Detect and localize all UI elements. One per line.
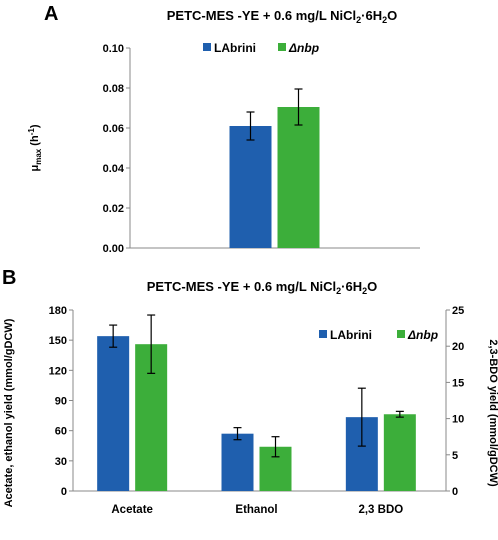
panel-b-error-bar-dnbp-2 — [395, 410, 404, 418]
panel-b-title-tail: O — [367, 279, 377, 294]
panel-a-ylabel-main: μ — [29, 165, 41, 172]
panel-b-error-bar-labrini-1 — [233, 427, 242, 441]
panel-a-ylabel-tail: ) — [29, 124, 41, 128]
panel-a-y-tick-label: 0.06 — [103, 123, 124, 135]
panel-b-category-label: Acetate — [111, 504, 153, 516]
panel-b-bar-dnbp-2 — [383, 414, 416, 491]
panel-a-y-tick-label: 0.02 — [103, 203, 124, 215]
panel-a-title: PETC-MES -YE + 0.6 mg/L NiCl2·6H2O — [167, 8, 398, 25]
panel-a-title-sub2: 2 — [382, 15, 387, 25]
panel-a-legend-swatch-dnbp — [278, 43, 286, 51]
panel-b-error-bar-dnbp-1 — [271, 436, 280, 458]
panel-a: A PETC-MES -YE + 0.6 mg/L NiCl2·6H2O μma… — [27, 3, 420, 255]
panel-b-y-tick-label-left: 60 — [55, 426, 67, 438]
panel-b-y-tick-label-left: 150 — [49, 335, 67, 347]
panel-a-letter: A — [44, 3, 58, 25]
panel-a-y-ticks: 0.00 0.02 0.04 0.06 0.08 0.10 — [103, 43, 130, 255]
panel-b-title-main: PETC-MES -YE + 0.6 mg/L NiCl — [147, 279, 336, 294]
panel-a-legend-swatch-labrini — [203, 43, 211, 51]
panel-b-y-tick-label-left: 30 — [55, 456, 67, 468]
panel-a-error-bar-dnbp — [294, 88, 303, 126]
panel-b-y-tick-label-right: 25 — [452, 305, 464, 317]
panel-b-y-axis-label-right: 2,3-BDO yield (mmol/gDCW) — [487, 339, 498, 487]
panel-a-title-rest: ·6H — [361, 8, 382, 23]
panel-a-y-tick-label: 0.04 — [103, 163, 125, 175]
panel-b-y-axis-label-left: Acetate, ethanol yield (mmol/gDCW) — [3, 318, 15, 507]
panel-b-legend-label-labrini: LAbrini — [330, 328, 372, 342]
panel-a-y-tick-label: 0.08 — [103, 83, 124, 95]
panel-b-y-tick-label-left: 120 — [49, 365, 67, 377]
panel-a-ylabel-rest: (h — [29, 135, 41, 149]
panel-a-error-bar-labrini — [246, 111, 255, 141]
panel-b-legend-swatch-labrini — [319, 330, 327, 338]
panel-b-bar-labrini-1 — [221, 433, 254, 491]
panel-b-y-tick-label-right: 5 — [452, 450, 458, 462]
panel-a-y-tick-label: 0.00 — [103, 243, 124, 255]
panel-a-legend-label-dnbp: Δnbp — [288, 41, 319, 55]
panel-b-category-label: 2,3 BDO — [358, 504, 403, 516]
panel-a-legend: LAbrini Δnbp — [203, 41, 319, 55]
panel-b-legend-swatch-dnbp — [397, 330, 405, 338]
panel-b-y-ticks-right: 0 5 10 15 20 25 — [446, 305, 464, 498]
panel-a-bar-labrini — [229, 126, 272, 248]
panel-a-title-main: PETC-MES -YE + 0.6 mg/L NiCl — [167, 8, 356, 23]
panel-b-y-ticks-left: 0 30 60 90 120 150 180 — [49, 305, 73, 498]
panel-a-y-tick-label: 0.10 — [103, 43, 124, 55]
panel-b-category-label: Ethanol — [235, 504, 277, 516]
panel-a-title-tail: O — [387, 8, 397, 23]
panel-a-bars — [229, 88, 320, 248]
panel-b-title-rest: ·6H — [341, 279, 362, 294]
panel-a-legend-label-labrini: LAbrini — [214, 41, 256, 55]
panel-a-ylabel-sup: -1 — [27, 128, 36, 136]
panel-b-y-tick-label-right: 15 — [452, 377, 464, 389]
panel-b-y-tick-label-left: 90 — [55, 396, 67, 408]
panel-a-y-axis-label: μmax (h-1) — [27, 124, 43, 171]
panel-b-y-tick-label-left: 0 — [61, 486, 67, 498]
panel-b-y-tick-label-right: 20 — [452, 341, 464, 353]
panel-a-title-sub: 2 — [356, 15, 361, 25]
panel-b-letter: B — [2, 267, 16, 289]
panel-b-error-bar-labrini-2 — [357, 387, 366, 447]
panel-b-error-bar-labrini-0 — [109, 324, 118, 348]
panel-b-y-tick-label-left: 180 — [49, 305, 67, 317]
panel-b: B PETC-MES -YE + 0.6 mg/L NiCl2·6H2O Ace… — [2, 267, 498, 516]
panel-b-legend-label-dnbp: Δnbp — [407, 328, 438, 342]
panel-b-title-sub: 2 — [336, 286, 341, 296]
panel-b-y-tick-label-right: 10 — [452, 414, 464, 426]
panel-b-error-bar-dnbp-0 — [147, 314, 156, 374]
panel-b-bar-labrini-0 — [97, 336, 130, 491]
panel-b-legend: LAbrini Δnbp — [319, 328, 438, 342]
panel-b-title-sub2: 2 — [362, 286, 367, 296]
panel-b-y-tick-label-right: 0 — [452, 486, 458, 498]
panel-a-bar-dnbp — [277, 107, 320, 248]
panel-b-title: PETC-MES -YE + 0.6 mg/L NiCl2·6H2O — [147, 279, 378, 296]
panel-b-bars — [97, 314, 416, 491]
panel-b-category-labels: Acetate Ethanol 2,3 BDO — [111, 504, 403, 516]
panel-a-ylabel-sub: max — [34, 148, 43, 165]
